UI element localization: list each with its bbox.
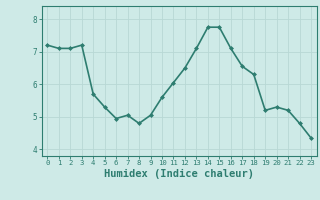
X-axis label: Humidex (Indice chaleur): Humidex (Indice chaleur)	[104, 169, 254, 179]
